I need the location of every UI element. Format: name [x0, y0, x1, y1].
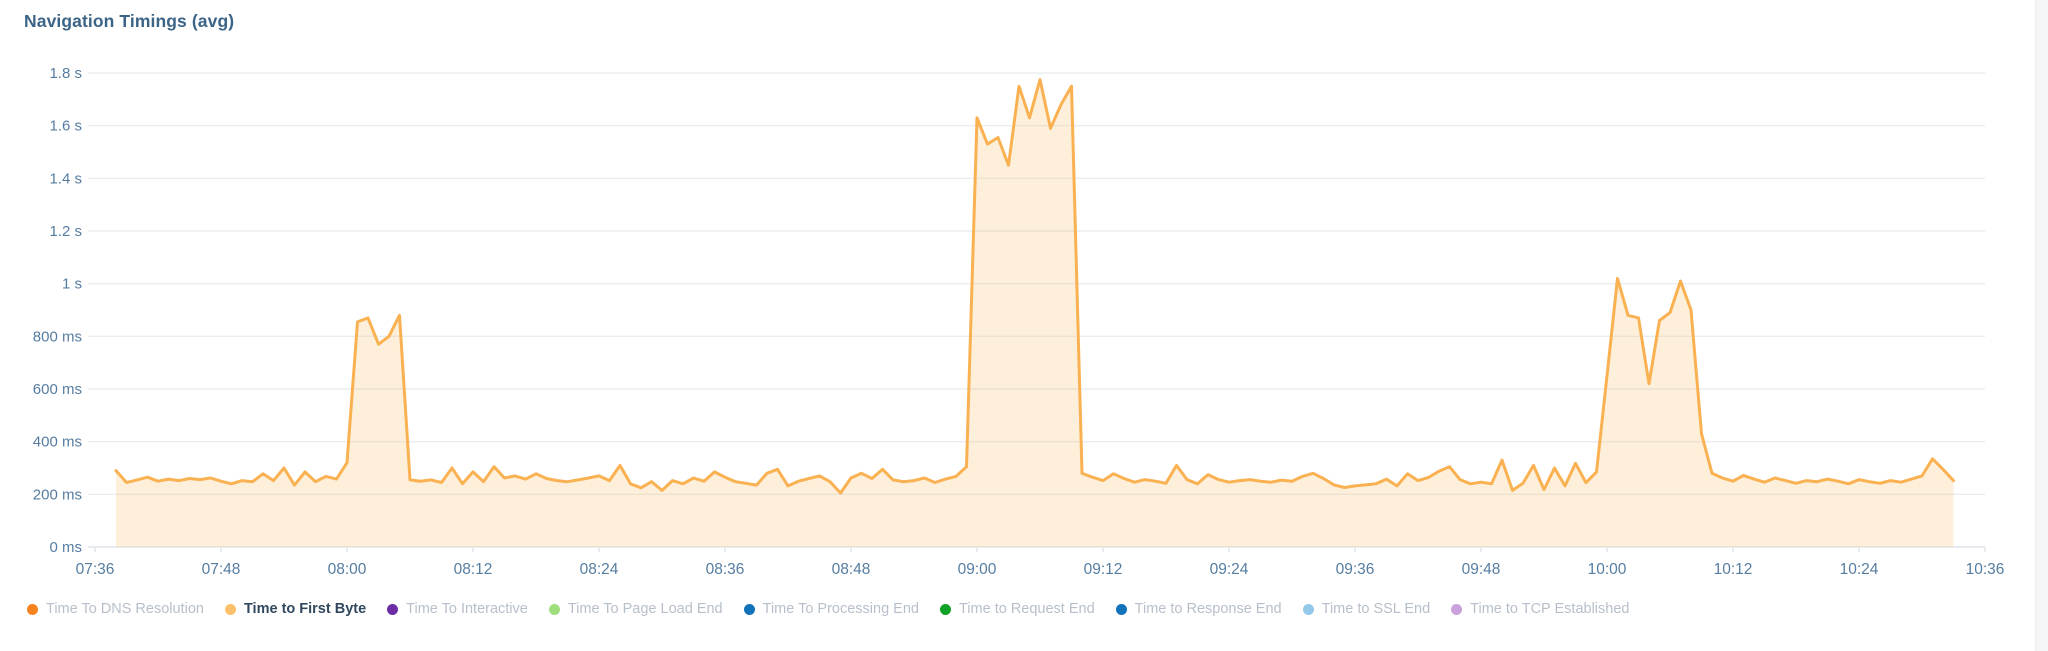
legend-item-time-to-first-byte[interactable]: Time to First Byte: [224, 601, 367, 617]
chart-title: Navigation Timings (avg): [24, 11, 235, 31]
y-tick-label: 0 ms: [49, 539, 82, 556]
legend-item-time-to-request-end[interactable]: Time to Request End: [939, 601, 1095, 617]
legend-item-time-to-interactive[interactable]: Time To Interactive: [387, 601, 528, 617]
legend-dot-time-to-processing-end: [743, 603, 755, 615]
y-tick-label: 600 ms: [33, 381, 82, 398]
legend-dot-time-to-tcp-established: [1451, 603, 1463, 615]
legend-label: Time To Processing End: [762, 601, 919, 617]
time-to-first-byte-line: [114, 78, 1955, 495]
x-tick-label: 10:24: [1840, 561, 1879, 578]
x-tick-label: 08:12: [454, 561, 493, 578]
x-tick-label: 07:36: [76, 561, 115, 578]
legend-dot-time-to-page-load-end: [548, 603, 560, 615]
x-tick-label: 09:12: [1084, 561, 1123, 578]
x-tick-label: 08:00: [328, 561, 367, 578]
legend-dot-time-to-first-byte: [224, 603, 236, 615]
legend-dot-time-to-dns-resolution: [27, 603, 38, 615]
vertical-scrollbar[interactable]: [2035, 0, 2048, 651]
time-to-first-byte-area: [116, 79, 1954, 547]
legend-item-time-to-dns-resolution[interactable]: Time To DNS Resolution: [27, 601, 204, 617]
x-tick-label: 09:36: [1336, 561, 1375, 578]
x-tick-label: 10:12: [1714, 561, 1753, 578]
legend-label: Time to Response End: [1134, 601, 1282, 617]
chart-legend: Time To DNS Resolution Time to First Byte…: [27, 601, 2018, 617]
y-tick-label: 1.6 s: [49, 118, 82, 135]
y-tick-label: 1.2 s: [49, 223, 82, 240]
legend-label: Time To Page Load End: [567, 601, 723, 617]
legend-label: Time to SSL End: [1321, 601, 1431, 617]
x-tick-label: 09:24: [1210, 561, 1249, 578]
legend-dot-time-to-interactive: [387, 603, 399, 615]
legend-label: Time to Request End: [958, 601, 1095, 617]
legend-label: Time to First Byte: [243, 601, 367, 617]
legend-dot-time-to-response-end: [1115, 603, 1127, 615]
legend-item-time-to-processing-end[interactable]: Time To Processing End: [743, 601, 919, 617]
x-tick-label: 10:00: [1588, 561, 1627, 578]
timeseries-plot: 0 ms 200 ms 400 ms 600 ms 800 ms 1 s 1.2 s 1.4 …: [33, 65, 2005, 578]
legend-label: Time To Interactive: [406, 601, 528, 617]
x-tick-label: 08:24: [580, 561, 619, 578]
y-tick-label: 1.8 s: [49, 65, 82, 82]
legend-item-time-to-ssl-end[interactable]: Time to SSL End: [1302, 601, 1431, 617]
legend-label: Time to TCP Established: [1470, 601, 1630, 617]
x-tick-label: 08:48: [832, 561, 871, 578]
x-tick-label: 08:36: [706, 561, 745, 578]
legend-dot-time-to-request-end: [939, 603, 951, 615]
legend-dot-time-to-ssl-end: [1302, 603, 1314, 615]
legend-item-time-to-response-end[interactable]: Time to Response End: [1115, 601, 1282, 617]
y-tick-label: 1 s: [62, 276, 82, 293]
y-tick-label: 1.4 s: [49, 170, 82, 187]
legend-item-time-to-tcp-established[interactable]: Time to TCP Established: [1451, 601, 1629, 617]
y-tick-label: 200 ms: [33, 486, 82, 503]
x-tick-label: 07:48: [202, 561, 241, 578]
y-tick-label: 800 ms: [33, 328, 82, 345]
legend-item-time-to-page-load-end[interactable]: Time To Page Load End: [548, 601, 723, 617]
x-tick-label: 09:00: [958, 561, 997, 578]
y-tick-label: 400 ms: [33, 434, 82, 451]
legend-label: Time To DNS Resolution: [46, 601, 204, 617]
x-tick-label: 09:48: [1462, 561, 1501, 578]
x-tick-label: 10:36: [1966, 561, 2005, 578]
